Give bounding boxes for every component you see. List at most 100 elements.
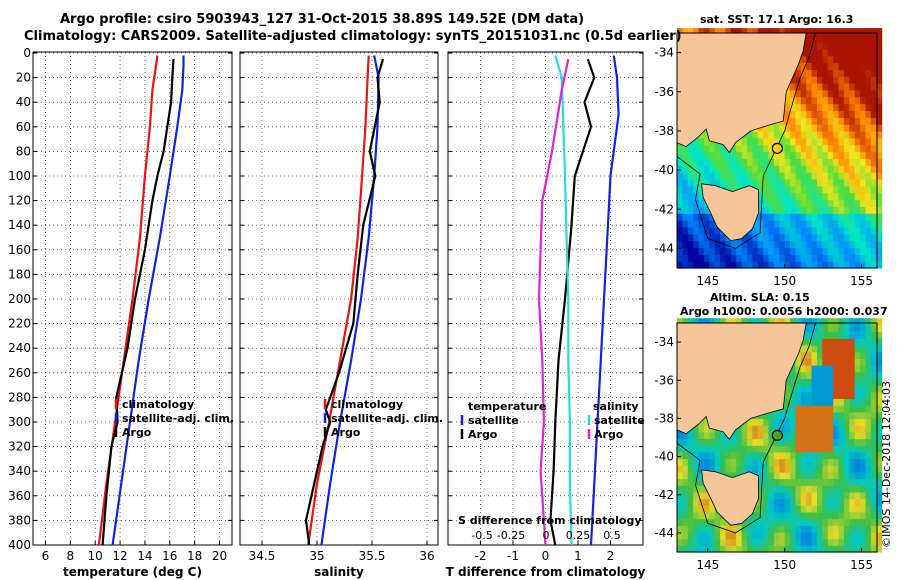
sst-map-cell bbox=[757, 240, 764, 249]
sst-map-cell bbox=[806, 240, 813, 249]
sst-map-cell bbox=[833, 199, 840, 207]
sst-map-cell bbox=[860, 240, 867, 249]
sla-map-cell bbox=[827, 411, 834, 419]
sla-map-cell bbox=[784, 465, 791, 473]
sla-map-cell bbox=[682, 465, 689, 473]
sla-map-cell bbox=[822, 491, 829, 500]
sla-map-cell bbox=[838, 438, 845, 446]
sla-map-cell bbox=[784, 378, 791, 386]
sst-map-cell bbox=[806, 110, 813, 118]
sla-map-cell bbox=[843, 365, 850, 373]
temp-xtick-label: 16 bbox=[162, 549, 177, 563]
sst-map-cell bbox=[720, 261, 727, 269]
sla-map-mainland bbox=[676, 322, 807, 441]
sst-map-cell bbox=[784, 158, 791, 166]
sla-map-cell bbox=[693, 438, 700, 446]
sst-map-cell bbox=[843, 172, 850, 180]
sst-map-cell bbox=[870, 206, 877, 214]
sst-map-cell bbox=[833, 89, 840, 98]
sst-map-cell bbox=[817, 130, 823, 139]
sst-map-cell bbox=[693, 240, 700, 249]
sla-map-cell bbox=[860, 391, 867, 399]
sla-map-cell bbox=[833, 431, 840, 440]
sst-map-cell bbox=[833, 233, 840, 242]
sla-map-cell bbox=[800, 398, 807, 406]
sla-map-cell bbox=[854, 491, 861, 500]
sst-map-cell bbox=[843, 137, 850, 146]
sst-map-cell bbox=[838, 137, 845, 146]
sst-map-cell bbox=[763, 124, 770, 132]
sla-map-cell bbox=[698, 538, 705, 546]
sla-map-cell bbox=[838, 471, 845, 480]
sla-map-cell bbox=[698, 525, 705, 533]
sst-map-cell bbox=[800, 199, 807, 207]
sst-map-cell bbox=[784, 220, 791, 228]
sla-map-cell bbox=[860, 451, 867, 460]
sla-map-cell bbox=[827, 418, 834, 426]
sla-map-cell bbox=[806, 391, 813, 399]
sla-map-cell bbox=[709, 525, 716, 533]
sla-map-cell bbox=[773, 538, 780, 546]
sst-map-cell bbox=[806, 89, 813, 98]
sst-map-cell bbox=[741, 261, 748, 269]
sla-map-cell bbox=[806, 411, 813, 419]
sst-map-cell bbox=[849, 261, 856, 269]
sla-map-title-1: Altim. SLA: 0.15 bbox=[710, 291, 810, 304]
sla-map-cell bbox=[827, 525, 834, 533]
sla-map-cell bbox=[870, 545, 877, 553]
sla-map-cell bbox=[833, 378, 840, 386]
sst-map-cell bbox=[790, 82, 797, 91]
sla-map-cell bbox=[687, 525, 694, 533]
sst-map-cell bbox=[806, 144, 813, 153]
sst-map-cell bbox=[773, 192, 780, 201]
sla-map-cell bbox=[720, 458, 727, 466]
sla-map-cell bbox=[827, 398, 834, 406]
sla-map-cell bbox=[811, 431, 818, 440]
sst-map-cell bbox=[827, 137, 834, 146]
sst-map-cell bbox=[860, 178, 867, 187]
sst-map-cell bbox=[725, 240, 732, 249]
sla-map-cell bbox=[849, 431, 856, 440]
sst-map-cell bbox=[763, 199, 770, 207]
sla-map-cell bbox=[811, 385, 818, 393]
sst-map-cell bbox=[741, 165, 748, 173]
sst-map-cell bbox=[779, 206, 786, 214]
sla-map-cell bbox=[854, 505, 861, 513]
sst-map-cell bbox=[779, 178, 786, 187]
sst-map-cell bbox=[757, 130, 764, 139]
sla-map-cell bbox=[741, 465, 748, 473]
sst-map-cell bbox=[795, 144, 802, 153]
sla-map-cell bbox=[811, 318, 818, 326]
sst-map-cell bbox=[677, 28, 683, 36]
sst-map-cell bbox=[795, 185, 802, 194]
sla-map-cell bbox=[806, 505, 813, 513]
title-line-2: Climatology: CARS2009. Satellite-adjuste… bbox=[24, 29, 682, 44]
sla-map-cell bbox=[865, 498, 872, 506]
sst-map-cell bbox=[876, 240, 883, 249]
sla-map-cell bbox=[843, 478, 850, 486]
sla-map-cell bbox=[811, 418, 818, 426]
sla-map-cell bbox=[849, 385, 856, 393]
sst-map-cell bbox=[865, 240, 872, 249]
sst-map-cell bbox=[698, 247, 705, 255]
sst-map-cell bbox=[838, 89, 845, 98]
sla-map-cell bbox=[854, 405, 861, 413]
sla-map-cell bbox=[806, 498, 813, 506]
sla-map-cell bbox=[838, 518, 845, 526]
sla-map-cell bbox=[843, 405, 850, 413]
sst-map-cell bbox=[838, 220, 845, 228]
sst-map-cell bbox=[817, 76, 823, 84]
sst-map-cell bbox=[827, 172, 834, 180]
sst-map-float-marker bbox=[771, 142, 783, 154]
sla-map-cell bbox=[811, 425, 818, 433]
sla-map-cell bbox=[757, 545, 764, 553]
sla-map-cell bbox=[811, 438, 818, 446]
sla-map-cell bbox=[784, 498, 791, 506]
sla-map-cell bbox=[865, 391, 872, 399]
sst-map-cell bbox=[865, 233, 872, 242]
sla-map-cell bbox=[795, 438, 802, 446]
sla-map-cell bbox=[682, 318, 689, 326]
sst-map-cell bbox=[870, 96, 877, 105]
sla-map-cell bbox=[849, 465, 856, 473]
sst-map-cell bbox=[876, 172, 883, 180]
